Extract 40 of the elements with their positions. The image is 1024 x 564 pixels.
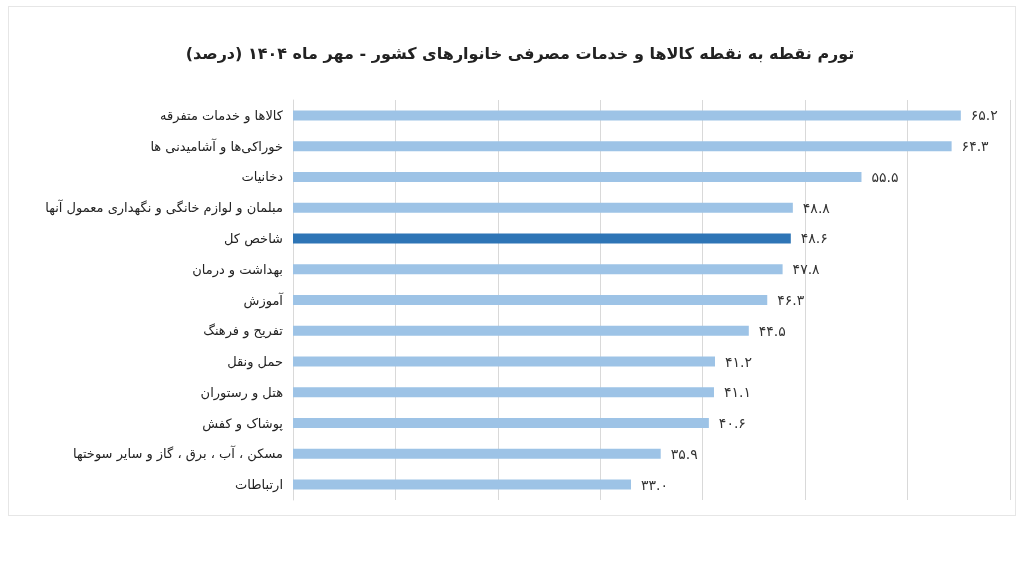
y-tick-label: آموزش	[243, 291, 285, 309]
data-label: ۵۵.۵	[871, 168, 899, 185]
y-tick-label: پوشاک و کفش	[202, 415, 284, 432]
chart-title: تورم نقطه به نقطه کالاها و خدمات مصرفی خانوارهای کشور - مهر ماه ۱۴۰۴ (درصد)	[185, 44, 855, 63]
data-label: ۴۸.۶	[800, 230, 828, 247]
bar	[293, 141, 952, 152]
data-label: ۶۵.۲	[970, 107, 998, 124]
data-label: ۴۶.۳	[777, 292, 805, 308]
bar	[293, 418, 709, 429]
data-label: ۳۵.۹	[670, 445, 698, 462]
y-tick-label: حمل ونقل	[227, 354, 283, 371]
data-label: ۴۱.۱	[723, 384, 751, 401]
bar	[293, 325, 749, 336]
data-label: ۴۷.۸	[792, 261, 821, 278]
bar	[293, 110, 961, 121]
y-tick-label: کالاها و خدمات متفرقه	[160, 107, 284, 124]
bar	[293, 264, 783, 275]
y-tick-label: خوراکی‌ها و آشامیدنی ها	[150, 137, 283, 155]
data-label: ۴۱.۲	[725, 353, 753, 370]
bar	[293, 479, 632, 490]
y-tick-label: شاخص کل	[224, 230, 283, 247]
y-tick-label: مبلمان و لوازم خانگی و نگهداری معمول آنها	[45, 199, 283, 217]
data-label: ۴۸.۸	[802, 199, 831, 216]
y-tick-label: دخانیات	[241, 169, 284, 185]
y-tick-label: بهداشت و درمان	[192, 261, 283, 278]
bar	[293, 295, 768, 305]
bar	[293, 202, 793, 213]
data-label: ۴۰.۶	[718, 415, 746, 432]
bar	[293, 448, 661, 459]
y-tick-label: مسکن ، آب ، برق ، گاز و سایر سوختها	[72, 445, 283, 463]
y-tick-label: تفریح و فرهنگ	[203, 323, 284, 340]
data-label: ۴۴.۵	[758, 322, 786, 339]
bar	[293, 171, 862, 182]
data-label: ۳۳.۰	[641, 476, 669, 493]
bar	[293, 233, 791, 244]
y-tick-label: هتل و رستوران	[200, 384, 284, 401]
data-label: ۶۴.۳	[961, 138, 990, 155]
bar	[293, 387, 714, 398]
y-tick-label: ارتباطات	[235, 477, 283, 494]
bar	[293, 356, 716, 367]
